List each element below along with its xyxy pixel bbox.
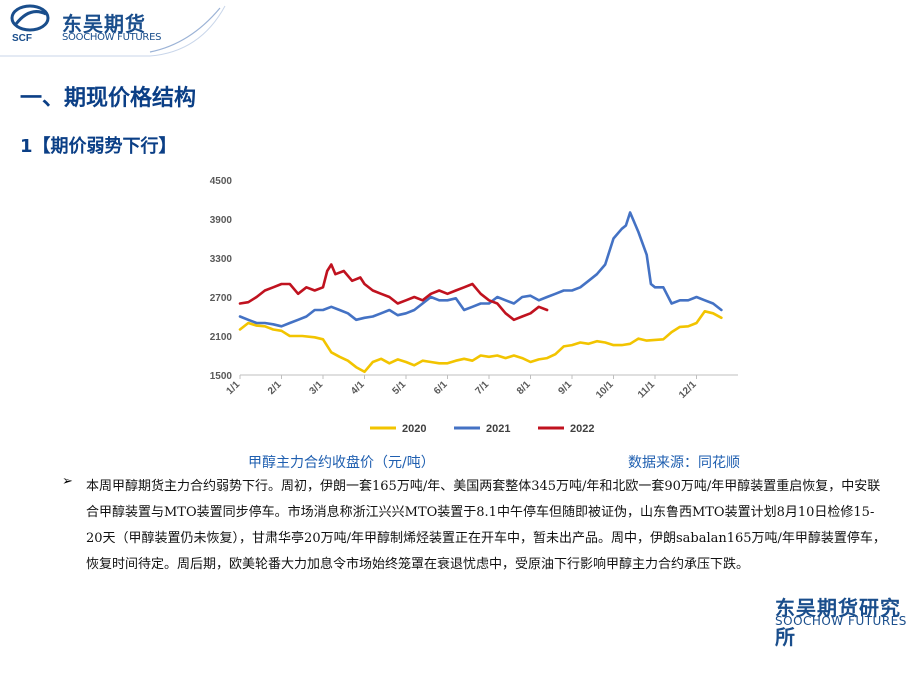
x-tick-label: 6/1 [432,379,450,397]
research-watermark-cn: 东吴期货研究所 [775,596,901,649]
legend-label-2020: 2020 [402,423,426,435]
bullet-arrow-icon: ➢ [62,474,73,489]
x-tick-label: 5/1 [391,379,409,397]
y-tick-label: 2700 [210,293,233,304]
logo-mark-icon: SCF [10,4,50,44]
series-line-2022 [238,263,549,322]
series-line-2020 [238,310,723,374]
x-tick-label: 7/1 [474,379,492,397]
x-tick-label: 2/1 [266,379,284,397]
y-tick-label: 2100 [210,332,233,343]
x-tick-label: 12/1 [677,379,699,401]
svg-text:SCF: SCF [12,33,32,44]
company-logo: SCF 东吴期货 SOOCHOW FUTURES [10,4,170,44]
section-title: 一、期现价格结构 [20,86,197,111]
research-watermark-en: SOOCHOW FUTURES [775,614,907,628]
legend-label-2022: 2022 [570,423,594,435]
series-line-2021 [238,211,723,328]
y-tick-label: 1500 [210,371,233,382]
market-commentary: 本周甲醇期货主力合约弱势下行。周初，伊朗一套165万吨/年、美国两套整体345万… [86,479,886,572]
x-tick-label: 3/1 [308,379,326,397]
x-tick-label: 9/1 [557,379,575,397]
x-tick-label: 8/1 [515,379,533,397]
x-tick-label: 4/1 [349,379,367,397]
y-tick-label: 4500 [210,176,233,187]
sub-title: 1【期价弱势下行】 [20,136,177,157]
logo-text-cn: 东吴期货 [62,12,146,36]
x-tick-label: 11/1 [636,379,657,400]
legend-label-2021: 2021 [486,423,510,435]
y-tick-label: 3900 [210,215,233,226]
x-tick-label: 10/1 [594,379,616,401]
logo-text-en: SOOCHOW FUTURES [62,32,162,43]
chart-caption: 甲醇主力合约收盘价（元/吨） [248,455,435,471]
header-swoosh [0,5,226,57]
data-source: 数据来源：同花顺 [628,455,740,471]
y-tick-label: 3300 [210,254,233,265]
